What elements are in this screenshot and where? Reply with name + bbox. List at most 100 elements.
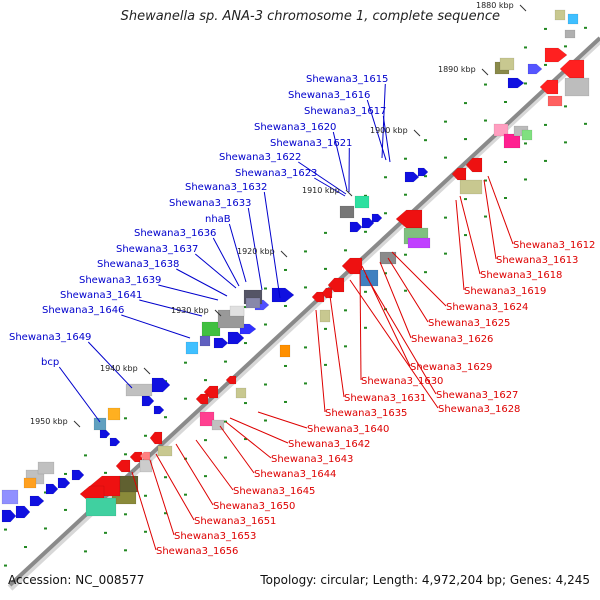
forward-gene (151, 377, 171, 393)
scale-mark-tick (143, 367, 151, 375)
guide-tick (124, 513, 127, 516)
guide-tick (164, 476, 167, 479)
guide-tick (224, 420, 227, 423)
accession-text: Accession: NC_008577 (8, 573, 145, 587)
guide-tick (384, 176, 387, 179)
reverse-gene (115, 459, 131, 473)
guide-tick (364, 326, 367, 329)
reverse-gene-label: Shewana3_1624 (446, 302, 528, 313)
reverse-box (235, 387, 247, 399)
guide-tick (84, 454, 87, 457)
reverse-gene (311, 291, 325, 303)
forward-gene-label: Shewana3_1646 (42, 305, 124, 316)
guide-tick (44, 491, 47, 494)
guide-tick (464, 138, 467, 141)
reverse-box (459, 179, 483, 195)
guide-tick (324, 231, 327, 234)
guide-tick (464, 102, 467, 105)
guide-tick (304, 250, 307, 253)
guide-tick (444, 120, 447, 123)
reverse-box (407, 237, 431, 249)
reverse-gene (139, 451, 151, 461)
reverse-leader (225, 421, 272, 459)
guide-tick (424, 271, 427, 274)
forward-gene (99, 429, 111, 439)
scale-mark-label: 1920 kbp (237, 247, 275, 256)
scale-mark-label: 1910 kbp (302, 186, 340, 195)
guide-tick (324, 327, 327, 330)
guide-tick (144, 530, 147, 533)
reverse-box (503, 133, 521, 149)
forward-gene-label: Shewana3_1622 (219, 152, 301, 163)
guide-tick (444, 252, 447, 255)
forward-leader (158, 284, 219, 301)
summary-text: Topology: circular; Length: 4,972,204 bp… (260, 573, 590, 587)
guide-tick (264, 323, 267, 326)
reverse-box (119, 475, 139, 493)
guide-tick (164, 512, 167, 515)
guide-tick (4, 528, 7, 531)
scale-marks: 1880 kbp 1890 kbp 1900 kbp 1910 kbp 1920 kbp… (30, 1, 527, 428)
guide-tick (584, 122, 587, 125)
guide-tick (184, 361, 187, 364)
reverse-gene (559, 59, 585, 79)
forward-box (564, 29, 576, 39)
reverse-leader (391, 251, 447, 307)
reverse-gene (149, 431, 163, 445)
reverse-box (493, 123, 509, 137)
reverse-leader (229, 417, 289, 444)
forward-gene-label: Shewana3_1636 (134, 228, 216, 239)
guide-tick (124, 549, 127, 552)
reverse-box (211, 419, 225, 431)
guide-tick (424, 139, 427, 142)
guide-tick (124, 453, 127, 456)
reverse-gene-label: Shewana3_1650 (213, 501, 295, 512)
forward-gene (153, 405, 165, 415)
forward-gene-label: nhaB (205, 214, 231, 225)
map-title: Shewanella sp. ANA-3 chromosome 1, compl… (120, 9, 500, 24)
guide-tick (264, 287, 267, 290)
guide-tick (404, 289, 407, 292)
forward-gene-label: Shewana3_1649 (9, 332, 91, 343)
forward-gene-label: Shewana3_1616 (288, 90, 370, 101)
guide-tick (184, 493, 187, 496)
reverse-leader (387, 257, 429, 323)
forward-box (93, 417, 107, 431)
reverse-box (547, 95, 563, 107)
feature-labels: Shewana3_1615 Shewana3_1616 Shewana3_1617 S… (9, 74, 595, 557)
guide-tick (84, 550, 87, 553)
guide-tick (564, 45, 567, 48)
forward-leader (298, 161, 347, 195)
forward-box (245, 297, 261, 309)
scale-mark-tick (519, 4, 527, 12)
forward-leader (87, 341, 133, 389)
reverse-gene-label: Shewana3_1613 (496, 255, 578, 266)
reverse-leader (257, 411, 308, 429)
guide-tick (284, 400, 287, 403)
forward-leader (314, 177, 346, 197)
scale-mark-label: 1940 kbp (100, 364, 138, 373)
guide-tick (564, 105, 567, 108)
reverse-gene-label: Shewana3_1644 (254, 469, 336, 480)
guide-tick (124, 417, 127, 420)
forward-gene (109, 437, 121, 447)
reverse-gene (395, 209, 423, 229)
guide-tick (164, 416, 167, 419)
reverse-gene-label: Shewana3_1626 (411, 334, 493, 345)
reverse-gene (321, 287, 333, 299)
scale-mark-label: 1880 kbp (476, 1, 514, 10)
guide-tick (544, 159, 547, 162)
feature-layer (1, 9, 590, 523)
forward-leader (228, 223, 247, 283)
reverse-box (157, 445, 173, 457)
reverse-gene (341, 257, 363, 275)
reverse-gene-label: Shewana3_1629 (410, 362, 492, 373)
forward-leader (176, 268, 228, 297)
forward-leader (58, 366, 101, 423)
guide-tick (64, 472, 67, 475)
reverse-leader (329, 295, 345, 398)
forward-box (554, 9, 566, 21)
guide-tick (484, 83, 487, 86)
guide-tick (524, 142, 527, 145)
forward-gene (527, 63, 543, 75)
